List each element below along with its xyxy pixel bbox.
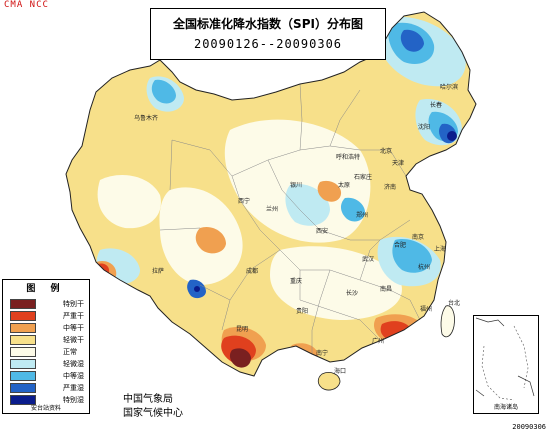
city-label: 合肥	[394, 242, 407, 249]
map-title-box: 全国标准化降水指数（SPI）分布图 20090126--20090306	[150, 8, 386, 60]
legend-label: 轻微干	[63, 336, 84, 344]
province-boundaries	[159, 83, 421, 354]
legend-label: 特别干	[63, 300, 84, 308]
legend-row: 中等湿	[10, 371, 90, 382]
city-label: 南宁	[316, 350, 329, 357]
legend-label: 轻微湿	[63, 360, 84, 368]
city-label: 海口	[334, 368, 347, 375]
city-label: 广州	[372, 338, 385, 345]
legend-label: 严重湿	[63, 384, 84, 392]
legend-swatch	[10, 371, 36, 381]
city-label: 台北	[448, 300, 461, 307]
legend-row: 中等干	[10, 323, 90, 334]
city-label: 郑州	[356, 212, 369, 219]
city-label: 杭州	[418, 264, 431, 271]
city-label: 北京	[380, 148, 393, 155]
city-label: 兰州	[266, 206, 279, 213]
hainan-island	[317, 372, 341, 391]
legend-swatch	[10, 383, 36, 393]
legend: 图 例 特别干 严重干 中等干 轻微干 正常 轻微湿 中等湿 严重湿 特别湿 安…	[2, 279, 90, 414]
legend-row: 轻微干	[10, 335, 90, 346]
legend-row: 特别干	[10, 299, 90, 310]
issuer-line2: 国家气候中心	[123, 408, 183, 419]
legend-swatch	[10, 335, 36, 345]
legend-swatch	[10, 347, 36, 357]
city-label: 太原	[338, 182, 351, 189]
legend-swatch	[10, 311, 36, 321]
city-label: 武汉	[362, 256, 375, 263]
legend-row: 严重湿	[10, 383, 90, 394]
taiwan-island	[440, 305, 455, 338]
south-china-sea-inset: 南海诸岛	[473, 315, 539, 414]
city-label: 西宁	[238, 198, 251, 205]
corner-tag: CMA NCC	[4, 0, 49, 10]
legend-label: 中等干	[63, 324, 84, 332]
legend-row: 特别湿	[10, 395, 90, 406]
legend-swatch	[10, 395, 36, 405]
issuer-line1: 中国气象局	[123, 394, 173, 405]
city-label: 天津	[392, 160, 405, 167]
city-label: 哈尔滨	[440, 84, 459, 91]
city-label: 贵阳	[296, 308, 309, 315]
city-label: 成都	[246, 268, 259, 275]
city-label: 拉萨	[152, 268, 165, 275]
city-label: 上海	[434, 246, 447, 253]
city-label: 昆明	[236, 326, 249, 333]
city-label: 济南	[384, 184, 397, 191]
legend-swatch	[10, 359, 36, 369]
city-label: 南昌	[380, 286, 393, 293]
city-label: 长沙	[346, 290, 359, 297]
inset-map	[475, 317, 535, 401]
city-label: 乌鲁木齐	[134, 115, 159, 122]
map-period: 20090126--20090306	[193, 37, 343, 51]
date-stamp: 20090306	[512, 423, 546, 431]
legend-source: 安台站资料	[30, 405, 61, 412]
legend-row: 正常	[10, 347, 90, 358]
legend-swatch	[10, 299, 36, 309]
legend-label: 正常	[63, 348, 77, 356]
city-label: 长春	[430, 102, 443, 109]
city-label: 石家庄	[354, 174, 373, 181]
legend-swatch	[10, 323, 36, 333]
city-label: 南京	[412, 234, 425, 241]
city-label: 沈阳	[418, 124, 431, 131]
legend-title: 图 例	[26, 284, 66, 294]
legend-label: 中等湿	[63, 372, 84, 380]
city-label: 呼和浩特	[336, 154, 361, 161]
city-label: 银川	[290, 182, 303, 189]
inset-label: 南海诸岛	[493, 404, 518, 411]
city-label: 重庆	[290, 278, 303, 285]
legend-label: 严重干	[63, 312, 84, 320]
city-label: 西安	[316, 228, 329, 235]
legend-row: 轻微湿	[10, 359, 90, 370]
legend-label: 特别湿	[63, 396, 84, 404]
city-label: 福州	[420, 306, 433, 313]
legend-row: 严重干	[10, 311, 90, 322]
map-title: 全国标准化降水指数（SPI）分布图	[173, 17, 363, 31]
